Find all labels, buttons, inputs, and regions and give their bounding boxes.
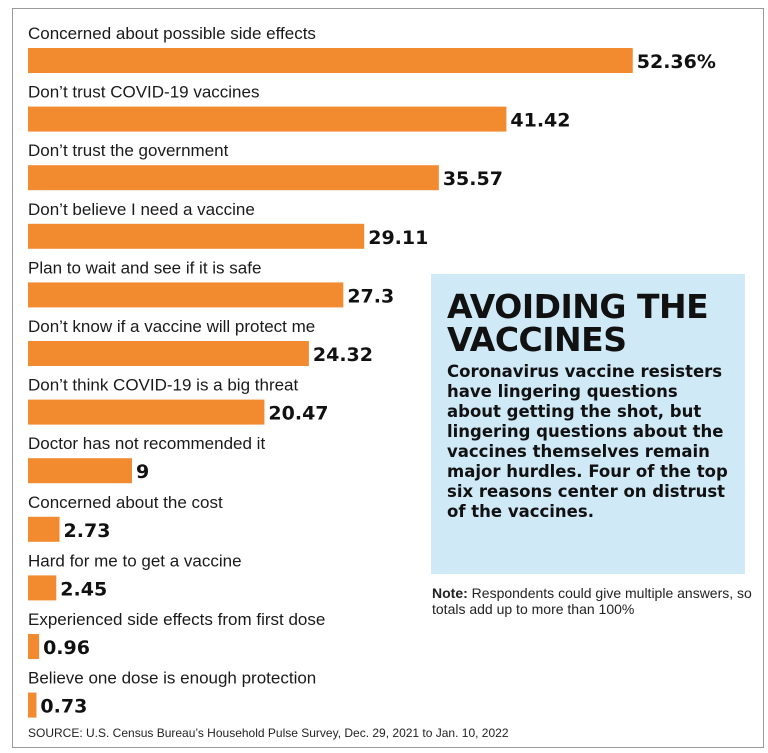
bar	[28, 634, 40, 659]
category-label: Hard for me to get a vaccine	[28, 551, 242, 570]
bar	[28, 165, 439, 191]
category-label: Don’t believe I need a vaccine	[28, 200, 255, 219]
bar	[28, 106, 507, 132]
note-text: Respondents could give multiple answers,…	[432, 585, 752, 617]
bar	[28, 575, 57, 601]
category-label: Doctor has not recommended it	[28, 434, 265, 453]
bar	[28, 458, 132, 484]
note-label: Note:	[432, 585, 468, 601]
value-label: 27.3	[347, 285, 394, 307]
bar	[28, 223, 365, 249]
bar	[28, 516, 60, 542]
value-label: 9	[136, 461, 149, 483]
value-label: 2.45	[60, 578, 107, 600]
value-label: 0.73	[40, 696, 87, 718]
bar	[28, 341, 309, 366]
info-body: Coronavirus vaccine resisters have linge…	[447, 362, 728, 521]
category-label: Don’t trust COVID-19 vaccines	[28, 83, 259, 102]
note: Note: Respondents could give multiple an…	[432, 585, 752, 617]
category-label: Plan to wait and see if it is safe	[28, 258, 261, 277]
category-label: Don’t trust the government	[28, 141, 229, 160]
category-label: Experienced side effects from first dose	[28, 610, 325, 629]
info-title: AVOIDING THE VACCINES	[447, 287, 709, 359]
bar	[28, 282, 344, 308]
value-label: 29.11	[368, 227, 428, 249]
category-label: Concerned about the cost	[28, 493, 223, 512]
category-label: Concerned about possible side effects	[28, 24, 316, 43]
info-box: AVOIDING THE VACCINES Coronavirus vaccin…	[431, 274, 745, 574]
value-label: 2.73	[64, 520, 111, 542]
value-label: 20.47	[268, 403, 328, 425]
chart-frame	[12, 8, 764, 748]
bar	[28, 48, 633, 73]
bar	[28, 399, 265, 425]
category-label: Believe one dose is enough protection	[28, 669, 316, 688]
category-label: Don’t know if a vaccine will protect me	[28, 317, 315, 336]
value-label: 0.96	[43, 637, 90, 659]
value-label: 24.32	[313, 344, 373, 366]
value-label: 41.42	[510, 110, 570, 132]
category-label: Don’t think COVID-19 is a big threat	[28, 376, 299, 395]
value-label: 35.57	[443, 168, 503, 190]
bar	[28, 692, 37, 718]
value-label: 52.36%	[637, 51, 716, 73]
source-note: SOURCE: U.S. Census Bureau’s Household P…	[28, 726, 509, 740]
